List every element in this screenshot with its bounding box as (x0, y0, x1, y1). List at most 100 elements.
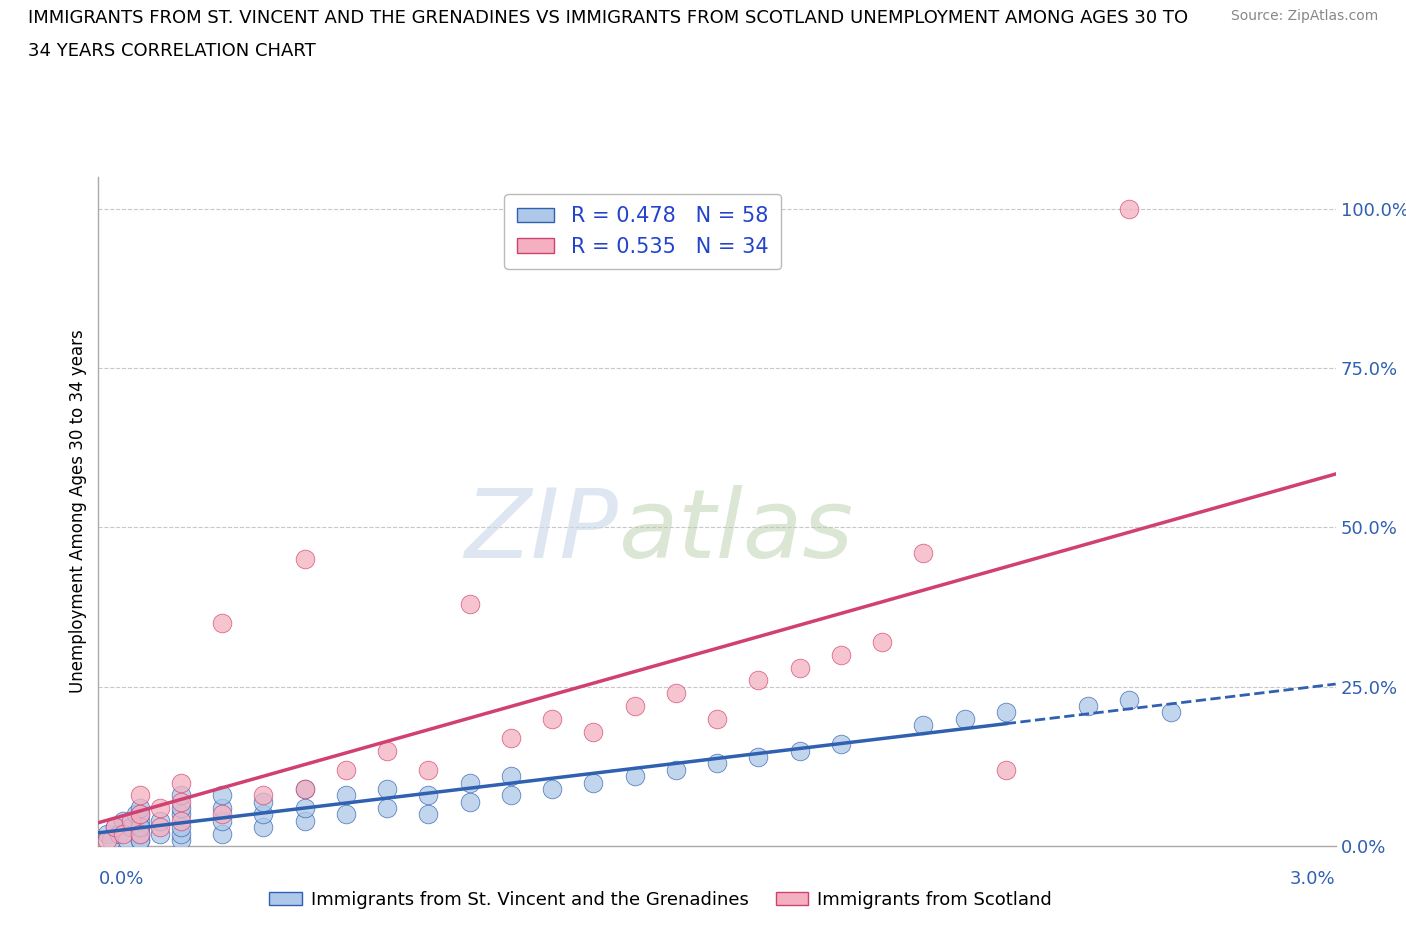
Point (128, 807, 150, 822)
Point (120, 819, 142, 834)
Point (294, 814, 316, 829)
Point (211, 807, 233, 822)
Legend: R = 0.478   N = 58, R = 0.535   N = 34: R = 0.478 N = 58, R = 0.535 N = 34 (505, 193, 782, 269)
Point (128, 788, 150, 803)
Point (211, 616, 233, 631)
Point (541, 781, 564, 796)
Text: 0.0%: 0.0% (98, 870, 143, 887)
Point (170, 819, 193, 834)
Point (211, 826, 233, 841)
Point (211, 801, 233, 816)
Point (170, 826, 193, 841)
Point (128, 819, 150, 834)
Point (582, 775, 605, 790)
Point (294, 551, 316, 566)
Point (623, 698, 645, 713)
Point (100, 832, 122, 847)
Point (128, 814, 150, 829)
Point (128, 826, 150, 841)
Point (458, 794, 481, 809)
Point (830, 647, 852, 662)
Point (375, 743, 398, 758)
Text: 3.0%: 3.0% (1291, 870, 1336, 887)
Point (789, 743, 811, 758)
Text: Source: ZipAtlas.com: Source: ZipAtlas.com (1230, 9, 1378, 23)
Point (418, 807, 440, 822)
Point (170, 775, 193, 790)
Point (112, 826, 135, 841)
Point (149, 819, 172, 834)
Point (294, 801, 316, 816)
Point (252, 788, 274, 803)
Point (1118, 201, 1140, 216)
Point (1077, 698, 1099, 713)
Point (458, 596, 481, 611)
Point (582, 724, 605, 739)
Point (170, 814, 193, 829)
Point (211, 788, 233, 803)
Point (375, 781, 398, 796)
Point (149, 801, 172, 816)
Point (706, 711, 728, 726)
Point (499, 730, 522, 745)
Point (170, 832, 193, 847)
Point (870, 635, 893, 650)
Point (96, 832, 118, 847)
Text: ZIP: ZIP (464, 485, 619, 578)
Point (912, 718, 935, 733)
Point (128, 807, 150, 822)
Point (117, 832, 139, 847)
Point (335, 807, 357, 822)
Point (912, 546, 935, 561)
Point (747, 673, 769, 688)
Point (499, 788, 522, 803)
Text: atlas: atlas (619, 485, 853, 578)
Point (294, 781, 316, 796)
Point (104, 819, 127, 834)
Point (128, 826, 150, 841)
Point (252, 807, 274, 822)
Point (120, 814, 142, 829)
Point (170, 794, 193, 809)
Point (104, 819, 127, 834)
Point (953, 711, 976, 726)
Text: IMMIGRANTS FROM ST. VINCENT AND THE GRENADINES VS IMMIGRANTS FROM SCOTLAND UNEMP: IMMIGRANTS FROM ST. VINCENT AND THE GREN… (28, 9, 1188, 27)
Point (128, 801, 150, 816)
Point (294, 781, 316, 796)
Point (335, 788, 357, 803)
Point (170, 807, 193, 822)
Point (1160, 705, 1182, 720)
Point (252, 794, 274, 809)
Point (418, 788, 440, 803)
Point (211, 814, 233, 829)
Point (128, 819, 150, 834)
Point (128, 832, 150, 847)
Point (789, 660, 811, 675)
Point (149, 814, 172, 829)
Point (375, 801, 398, 816)
Point (499, 769, 522, 784)
Point (623, 769, 645, 784)
Point (335, 763, 357, 777)
Point (170, 788, 193, 803)
Text: 34 YEARS CORRELATION CHART: 34 YEARS CORRELATION CHART (28, 42, 316, 60)
Point (458, 775, 481, 790)
Point (706, 756, 728, 771)
Point (418, 763, 440, 777)
Point (994, 763, 1017, 777)
Point (170, 801, 193, 816)
Point (747, 750, 769, 764)
Point (108, 826, 131, 841)
Y-axis label: Unemployment Among Ages 30 to 34 years: Unemployment Among Ages 30 to 34 years (69, 329, 87, 694)
Point (96, 826, 118, 841)
Point (830, 737, 852, 751)
Point (994, 705, 1017, 720)
Point (124, 807, 146, 822)
Point (112, 814, 135, 829)
Point (149, 826, 172, 841)
Point (252, 819, 274, 834)
Legend: Immigrants from St. Vincent and the Grenadines, Immigrants from Scotland: Immigrants from St. Vincent and the Gren… (262, 884, 1060, 916)
Point (541, 711, 564, 726)
Point (665, 763, 688, 777)
Point (1118, 692, 1140, 707)
